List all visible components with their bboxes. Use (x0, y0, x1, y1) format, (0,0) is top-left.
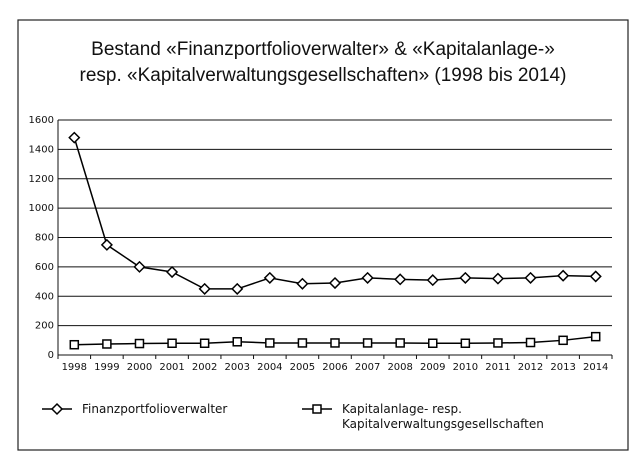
marker (558, 335, 568, 346)
marker (426, 274, 439, 287)
y-tick-label: 200 (35, 321, 54, 332)
marker (102, 339, 112, 349)
marker (198, 282, 211, 295)
marker (134, 338, 145, 349)
marker (231, 282, 244, 295)
y-tick-label: 600 (35, 262, 54, 273)
marker (525, 337, 536, 348)
y-tick-label: 0 (48, 350, 54, 361)
marker (68, 131, 81, 144)
x-tick-label: 2002 (192, 362, 217, 373)
legend-item: Kapitalanlage- resp. Kapitalverwaltungsg… (300, 402, 552, 432)
marker (589, 270, 602, 283)
marker (524, 271, 537, 284)
x-tick-label: 1999 (94, 362, 119, 373)
marker (100, 238, 113, 251)
y-tick-label: 400 (35, 291, 54, 302)
marker (199, 338, 210, 348)
marker (232, 337, 242, 347)
marker (330, 338, 340, 348)
marker (69, 339, 80, 350)
x-tick-label: 1998 (62, 362, 87, 373)
marker (493, 338, 503, 348)
x-tick-label: 2004 (257, 362, 282, 373)
legend-item: Finanzportfolioverwalter (40, 402, 292, 417)
x-tick-label: 2008 (387, 362, 412, 373)
y-tick-label: 1000 (29, 203, 54, 214)
x-tick-label: 2013 (550, 362, 575, 373)
x-tick-label: 2009 (420, 362, 445, 373)
x-tick-label: 2003 (225, 362, 250, 373)
chart-title: resp. «Kapitalverwaltungsgesellschaften»… (80, 65, 567, 86)
marker (167, 338, 177, 348)
marker (133, 260, 146, 273)
x-tick-label: 2012 (518, 362, 543, 373)
y-tick-label: 800 (35, 233, 54, 244)
marker (590, 331, 601, 342)
series-line (73, 137, 596, 290)
marker (263, 271, 276, 284)
x-tick-label: 2001 (159, 362, 184, 373)
x-tick-label: 2010 (453, 362, 478, 373)
y-tick-label: 1600 (29, 115, 54, 126)
marker (362, 338, 373, 348)
legend-swatch (42, 402, 72, 416)
marker (491, 272, 505, 285)
marker (395, 338, 405, 348)
x-tick-label: 2006 (322, 362, 347, 373)
y-tick-label: 1200 (29, 174, 54, 185)
x-tick-label: 2007 (355, 362, 380, 373)
frame (17, 19, 629, 451)
y-tick-label: 1400 (29, 144, 54, 155)
x-tick-label: 2000 (127, 362, 152, 373)
marker (394, 273, 407, 286)
marker (165, 265, 179, 279)
marker (297, 338, 308, 348)
marker (557, 269, 570, 282)
legend-label: Kapitalanlage- resp. Kapitalverwaltungsg… (342, 402, 544, 431)
marker (361, 271, 374, 284)
marker (50, 402, 64, 416)
marker (428, 338, 438, 348)
legend-swatch (302, 404, 332, 414)
marker (312, 404, 322, 414)
marker (460, 338, 471, 348)
legend-label: Finanzportfolioverwalter (82, 402, 228, 416)
marker (459, 271, 472, 284)
marker (265, 338, 275, 348)
x-tick-label: 2014 (583, 362, 608, 373)
x-tick-label: 2005 (290, 362, 315, 373)
chart-title: Bestand «Finanzportfolioverwalter» & «Ka… (91, 39, 555, 60)
x-tick-label: 2011 (485, 362, 510, 373)
marker (328, 276, 342, 290)
marker (296, 277, 309, 290)
